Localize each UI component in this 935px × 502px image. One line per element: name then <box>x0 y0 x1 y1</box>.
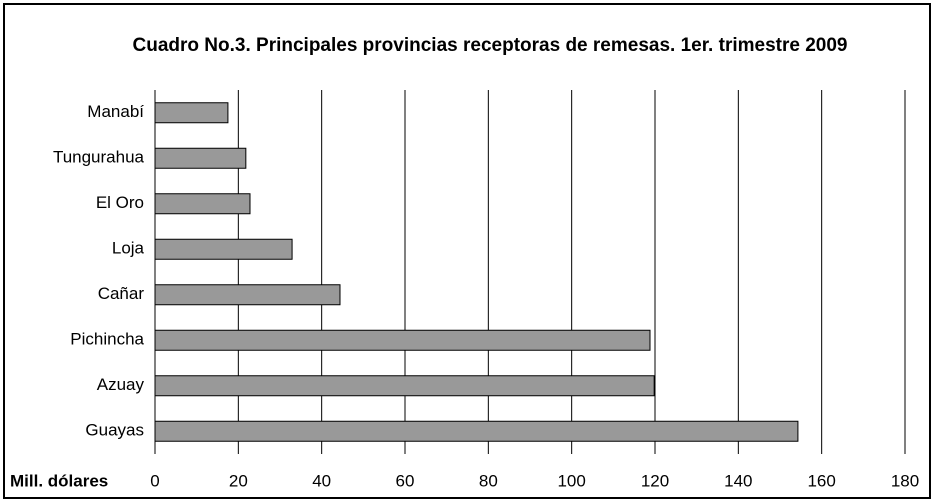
bar <box>154 420 799 442</box>
bar <box>154 284 341 306</box>
x-tick-label: 0 <box>150 471 159 490</box>
y-tick-label: Guayas <box>85 421 144 440</box>
bar <box>154 238 293 260</box>
x-tick-label: 40 <box>312 471 331 490</box>
bar <box>154 147 247 169</box>
x-tick-label: 140 <box>724 471 752 490</box>
x-tick-label: 60 <box>396 471 415 490</box>
bar <box>154 329 651 351</box>
y-tick-label: Pichincha <box>70 330 144 349</box>
x-tick-label: 20 <box>229 471 248 490</box>
y-tick-label: Manabí <box>87 102 144 121</box>
x-axis-label: Mill. dólares <box>10 471 108 490</box>
x-tick-label: 80 <box>479 471 498 490</box>
x-tick-label: 100 <box>557 471 585 490</box>
bar <box>154 102 229 124</box>
bar <box>154 375 655 397</box>
chart-title: Cuadro No.3. Principales provincias rece… <box>132 35 848 56</box>
x-tick-label: 180 <box>891 471 919 490</box>
bar <box>154 193 251 215</box>
x-tick-label: 160 <box>807 471 835 490</box>
x-tick-label: 120 <box>641 471 669 490</box>
y-tick-label: El Oro <box>96 193 144 212</box>
y-tick-label: Azuay <box>97 375 145 394</box>
y-tick-label: Cañar <box>98 284 145 303</box>
y-tick-label: Loja <box>112 239 145 258</box>
y-tick-label: Tungurahua <box>53 148 145 167</box>
